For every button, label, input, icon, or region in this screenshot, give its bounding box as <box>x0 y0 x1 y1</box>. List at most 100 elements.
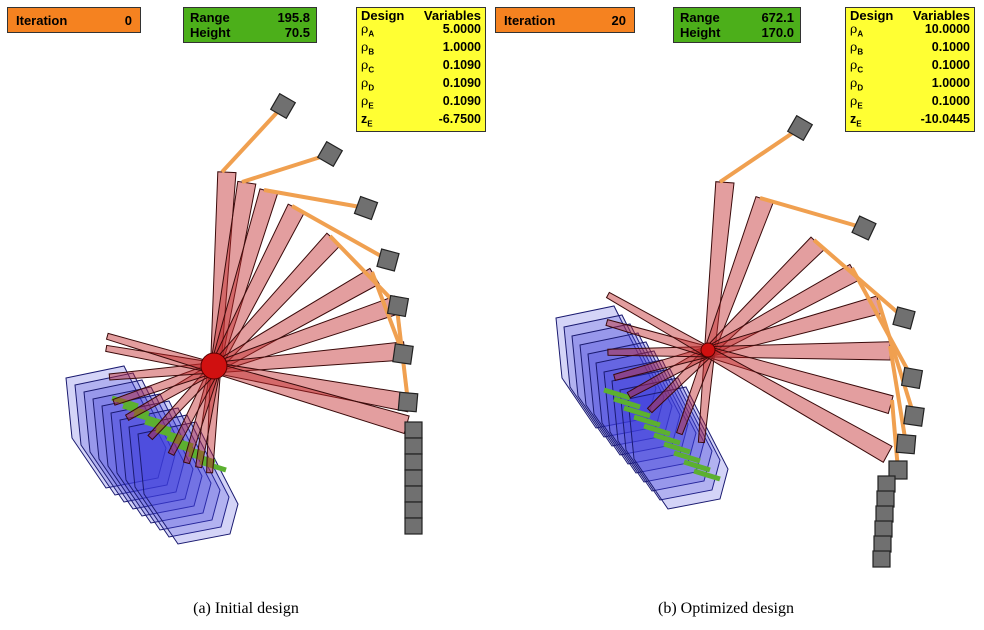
panel-initial-design: Iteration 0 Range 195.8 Height 70.5 Design… <box>7 7 486 617</box>
gray-block <box>353 195 379 221</box>
gray-block <box>386 294 410 318</box>
dv-value: 5.0000 <box>442 22 481 36</box>
orange-link <box>220 104 285 174</box>
red-link <box>124 267 380 421</box>
gray-block <box>404 469 423 487</box>
red-link <box>108 341 407 381</box>
range-height-box: Range 672.1 Height 170.0 <box>673 7 801 43</box>
gray-block <box>404 453 423 471</box>
orange-link <box>850 267 914 379</box>
gray-block <box>895 433 917 455</box>
range-value: 195.8 <box>277 10 310 25</box>
blue-body-segment <box>110 400 212 524</box>
gray-block <box>392 343 414 365</box>
green-link <box>663 441 691 455</box>
red-link <box>626 263 860 399</box>
gray-block <box>877 475 896 493</box>
iteration-value: 20 <box>611 12 626 28</box>
dv-row: ρB 1.0000 <box>361 40 481 59</box>
green-link <box>643 423 671 437</box>
caption-initial: (a) Initial design <box>193 600 299 617</box>
height-label: Height <box>680 25 721 40</box>
mechanism-diagram-initial <box>65 92 423 545</box>
gray-block <box>874 520 893 538</box>
orange-link <box>759 196 865 230</box>
dv-row: ρA 10.0000 <box>850 22 970 41</box>
orange-link <box>263 188 367 210</box>
dv-row: ρE 0.1090 <box>361 93 481 113</box>
green-link <box>188 451 216 465</box>
orange-link <box>890 399 900 471</box>
dv-row: ρE 0.1000 <box>850 93 970 113</box>
green-link <box>673 450 701 464</box>
dv-row: ρD 0.1090 <box>361 76 481 95</box>
dv-row: zE -10.0445 <box>850 111 970 131</box>
iteration-value: 0 <box>124 12 132 28</box>
mechanism-diagram-optimized <box>555 114 925 568</box>
panel-optimized-design: Iteration 20 Range 672.1 Height 170.0 Desi… <box>492 0 984 630</box>
dv-row: ρC 0.1000 <box>850 57 970 77</box>
red-link <box>147 232 342 441</box>
gray-block <box>404 437 423 455</box>
gray-block <box>873 535 892 553</box>
gray-block <box>903 405 925 427</box>
dv-value: 10.0000 <box>924 22 970 36</box>
pivot-hub <box>200 352 228 380</box>
range-label: Range <box>190 10 230 25</box>
caption-optimized: (b) Optimized design <box>658 600 794 617</box>
iteration-label: Iteration <box>16 12 68 28</box>
blue-body-segment <box>101 393 203 517</box>
range-value: 672.1 <box>761 10 794 25</box>
green-link <box>177 443 205 457</box>
dv-header-design: Design <box>850 8 894 23</box>
blue-body-segment <box>74 372 176 496</box>
dv-value: -10.0445 <box>920 111 970 126</box>
red-link <box>182 188 279 465</box>
red-link <box>697 181 735 444</box>
gray-block <box>404 485 423 503</box>
dv-value: 1.0000 <box>931 75 970 90</box>
green-link <box>693 468 721 482</box>
orange-link <box>876 299 916 417</box>
iteration-box: Iteration 20 <box>495 7 635 33</box>
red-link <box>675 195 774 436</box>
green-link <box>633 414 661 428</box>
blue-body-segment <box>65 365 167 489</box>
dv-value: 0.1000 <box>931 57 970 72</box>
gray-block <box>872 550 891 568</box>
dv-value: 0.1090 <box>442 57 481 72</box>
dv-row: ρA 5.0000 <box>361 22 481 41</box>
orange-link <box>328 234 400 308</box>
red-link <box>646 236 825 414</box>
gray-block <box>892 306 916 330</box>
iteration-label: Iteration <box>504 12 556 28</box>
green-link <box>122 403 150 417</box>
dv-value: 0.1090 <box>442 93 481 108</box>
gray-block <box>888 460 908 480</box>
blue-body-segment <box>92 386 194 510</box>
orange-link <box>241 152 331 184</box>
red-link <box>605 318 894 415</box>
gray-block <box>876 490 895 508</box>
red-link <box>605 291 893 463</box>
blue-body-segment <box>137 421 239 545</box>
blue-body-segment <box>83 379 185 503</box>
dv-row: ρD 1.0000 <box>850 75 970 95</box>
range-label: Range <box>680 10 720 25</box>
dv-row: ρB 0.1000 <box>850 39 970 59</box>
green-link <box>683 459 711 473</box>
dv-row: zE -6.7500 <box>361 112 481 131</box>
gray-block <box>786 114 814 142</box>
iteration-box: Iteration 0 <box>7 7 141 33</box>
gray-block <box>404 501 423 519</box>
green-link <box>603 387 631 401</box>
green-link <box>144 419 172 433</box>
dv-row: ρC 0.1090 <box>361 57 481 77</box>
dv-value: 0.1000 <box>931 39 970 54</box>
dv-value: 0.1000 <box>931 93 970 108</box>
green-link <box>623 405 651 419</box>
red-link <box>167 203 306 456</box>
design-variables-box: Design Variables ρA 5.0000 ρB 1.0000 ρC 0.10… <box>356 7 486 133</box>
gray-block <box>316 140 344 168</box>
orange-link <box>888 345 908 445</box>
